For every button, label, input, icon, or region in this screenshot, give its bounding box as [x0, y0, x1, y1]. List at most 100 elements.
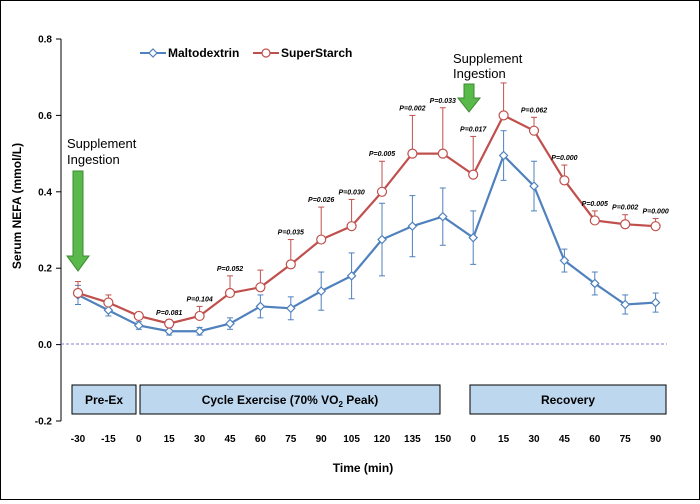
data-point: [589, 215, 600, 226]
p-value-label: P=0.005: [369, 151, 395, 158]
x-tick-label: 150: [434, 434, 451, 445]
data-point: [285, 303, 296, 314]
y-tick-label: 0.2: [38, 264, 52, 275]
x-tick-label: 30: [528, 434, 540, 445]
data-point: [529, 181, 539, 191]
data-point: [103, 297, 114, 308]
data-point: [316, 286, 327, 296]
series-maltodextrin: [73, 130, 661, 337]
x-tick-label: 60: [589, 434, 601, 445]
data-point: [559, 175, 570, 186]
x-tick-label: 135: [404, 434, 421, 445]
x-tick-label: 15: [164, 434, 176, 445]
data-point: [589, 278, 600, 289]
p-value-label: P=0.002: [399, 105, 425, 112]
supplement-annotation-2: Supplement Ingestion: [453, 51, 523, 113]
data-point: [650, 221, 661, 232]
data-point: [133, 310, 144, 322]
data-point: [468, 169, 479, 180]
y-tick-label: -0.2: [35, 417, 53, 428]
legend-item-maltodextrin: Maltodextrin: [140, 46, 239, 60]
data-point: [468, 232, 479, 243]
data-point: [72, 287, 84, 299]
data-point: [225, 318, 235, 329]
phase-cycle-exercise: Cycle Exercise (70% VO2 Peak): [139, 384, 441, 415]
phase-pre-ex-label: Pre-Ex: [85, 393, 123, 407]
x-tick-labels: -30 -15 0 15 30 45 60 75 90 105 120 135 150 0 15 30 45 60…: [71, 434, 662, 445]
data-point: [407, 148, 418, 159]
data-point: [255, 301, 266, 312]
axes-layer: [60, 39, 667, 421]
data-point: [377, 234, 387, 245]
x-tick-label: 75: [285, 434, 297, 445]
supplement-arrow-1: [66, 170, 90, 272]
data-point: [528, 125, 540, 136]
data-point: [164, 318, 175, 329]
data-point: [498, 150, 509, 161]
phase-recovery-label: Recovery: [541, 393, 595, 407]
series-line: [77, 153, 656, 333]
y-tick-label: 0.8: [38, 35, 52, 46]
p-value-label: P=0.005: [582, 201, 608, 208]
x-tick-label: 45: [224, 434, 236, 445]
p-value-labels: P=0.081 P=0.104 P=0.052 P=0.035 P=0.026 P=0.0…: [156, 98, 669, 317]
data-point: [346, 221, 357, 232]
data-point: [650, 297, 661, 308]
p-value-label: P=0.002: [612, 205, 638, 212]
x-axis-title: Time (min): [333, 461, 393, 475]
x-tick-label: 60: [255, 434, 267, 445]
p-value-label: P=0.030: [338, 189, 364, 196]
y-axis-title: Serum NEFA (mmol/L): [10, 143, 24, 269]
series-line: [77, 113, 656, 325]
phase-pre-ex: Pre-Ex: [71, 384, 137, 415]
series-superstarch: [72, 82, 661, 329]
data-point: [346, 270, 357, 281]
series-layer: [72, 82, 661, 337]
x-tick-label: 0: [136, 434, 142, 445]
p-value-label: P=0.081: [156, 310, 182, 317]
legend: Maltodextrin SuperStarch: [140, 46, 352, 60]
x-tick-label: 15: [498, 434, 510, 445]
x-tick-label: 105: [343, 434, 360, 445]
x-tick-label: 45: [559, 434, 571, 445]
legend-label-superstarch: SuperStarch: [281, 46, 352, 60]
data-point: [194, 326, 205, 337]
data-point: [164, 326, 175, 337]
legend-item-superstarch: SuperStarch: [253, 46, 352, 60]
y-tick-label: 0.4: [38, 187, 52, 198]
p-value-label: P=0.026: [308, 197, 334, 204]
legend-diamond-marker: [148, 48, 158, 58]
data-point: [194, 310, 205, 322]
x-tick-label: -15: [101, 434, 116, 445]
supplement-annotation-1-line2: Ingestion: [67, 152, 120, 167]
x-tick-label: 120: [374, 434, 391, 445]
x-tick-label: 75: [620, 434, 632, 445]
x-tick-label: -30: [71, 434, 86, 445]
x-tick-label: 0: [470, 434, 476, 445]
phase-recovery: Recovery: [469, 384, 667, 415]
data-point: [437, 148, 448, 159]
legend-circle-marker: [261, 48, 271, 58]
y-tick-labels: -0.2 0.0 0.2 0.4 0.6 0.8: [35, 35, 61, 428]
data-point: [620, 219, 631, 230]
data-point: [316, 234, 327, 245]
data-point: [620, 299, 631, 310]
p-value-label: P=0.033: [430, 98, 456, 105]
p-value-label: P=0.000: [551, 155, 577, 162]
data-point: [407, 221, 418, 232]
p-value-label: P=0.000: [642, 209, 668, 216]
phase-cycle-exercise-label: Cycle Exercise (70% VO2 Peak): [202, 393, 379, 409]
x-tick-label: 30: [194, 434, 206, 445]
data-point: [103, 305, 114, 316]
p-value-label: P=0.052: [217, 266, 243, 273]
p-value-label: P=0.035: [278, 230, 304, 237]
supplement-annotation-2-line1: Supplement: [453, 51, 523, 66]
data-point: [437, 211, 448, 222]
data-point: [224, 287, 236, 299]
legend-label-maltodextrin: Maltodextrin: [168, 46, 239, 60]
y-tick-label: 0.0: [38, 340, 52, 351]
supplement-arrow-2: [456, 83, 482, 113]
p-value-label: P=0.104: [186, 296, 212, 303]
supplement-annotation-1-line1: Supplement: [67, 136, 137, 151]
